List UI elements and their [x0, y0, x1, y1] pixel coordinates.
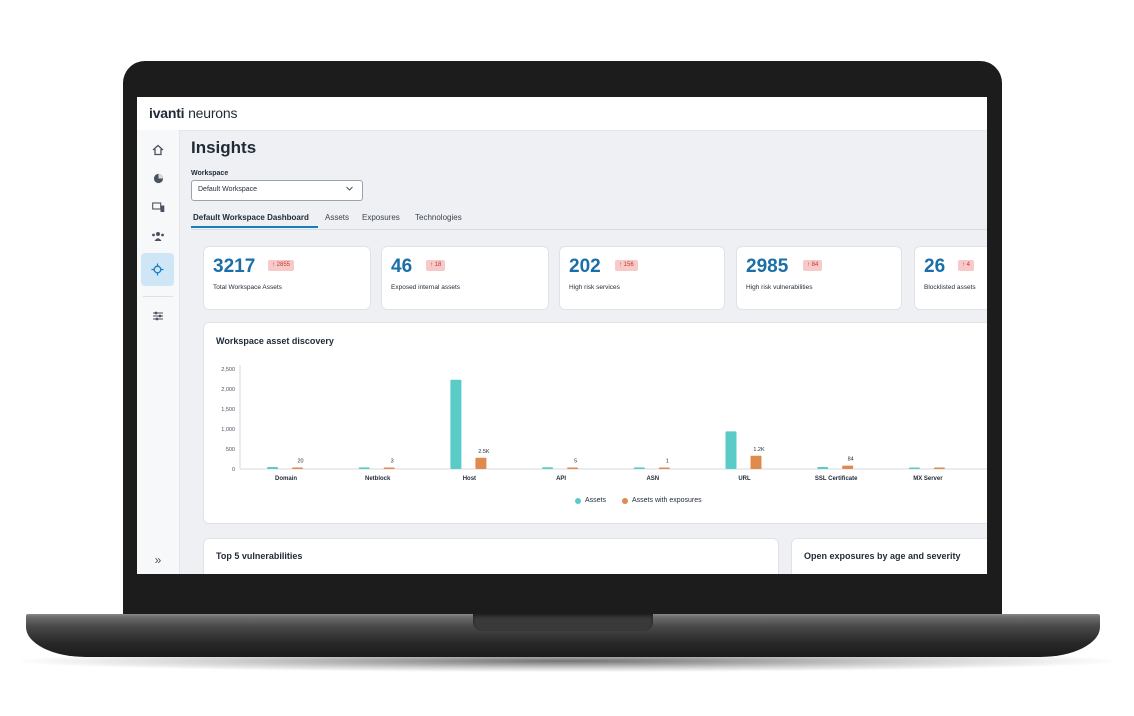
data-label: 84 [848, 457, 854, 463]
bar-assets-with-exposures [292, 467, 303, 469]
asset-discovery-chart: 0 500 1,000 1,500 2,000 2,500 Domain 20 Netblock… [221, 365, 987, 482]
kpi-value: 202 [569, 256, 601, 277]
kpi-card-high-risk-services[interactable]: 202 ↑ 156 High risk services [559, 246, 725, 310]
data-label: 1 [666, 459, 669, 465]
legend-swatch-assets [575, 497, 581, 504]
kpi-value: 26 [924, 256, 946, 277]
bar-assets-with-exposures [750, 455, 762, 469]
data-label: 5 [574, 459, 577, 465]
legend-swatch-exposures [622, 497, 628, 504]
kpi-card-total-assets[interactable]: 3217 ↑ 2855 Total Workspace Assets [203, 246, 371, 310]
x-tick-label: MX Server [913, 476, 943, 482]
bar-assets [817, 467, 829, 469]
kpi-card-blocklisted[interactable]: 26 ↑ 4 Blocklisted assets [914, 246, 987, 310]
devices-icon[interactable] [148, 197, 168, 217]
legend-item-assets-with-exposures[interactable]: Assets with exposures [622, 497, 702, 504]
home-icon[interactable] [148, 140, 168, 160]
bar-assets-with-exposures [842, 465, 854, 469]
kpi-label: High risk services [569, 284, 620, 291]
workspace-select[interactable]: Default Workspace [191, 180, 363, 201]
y-tick-label: 2,500 [221, 367, 235, 373]
bar-assets-with-exposures [383, 467, 395, 469]
tab-exposures[interactable]: Exposures [362, 213, 400, 222]
bar-assets-with-exposures [658, 467, 670, 469]
workspace-select-value: Default Workspace [198, 186, 258, 193]
workspace-label: Workspace [191, 170, 229, 177]
legend-label: Assets [585, 497, 607, 504]
active-tab-indicator [191, 226, 318, 228]
kpi-card-exposed-internal[interactable]: 46 ↑ 18 Exposed internal assets [381, 246, 549, 310]
data-label: 20 [297, 459, 303, 465]
data-label: 3 [391, 459, 394, 465]
kpi-value: 46 [391, 256, 413, 277]
section-title: Top 5 vulnerabilities [216, 551, 303, 561]
section-title: Open exposures by age and severity [804, 551, 961, 561]
dashboard-tabs: Default Workspace Dashboard Assets Expos… [191, 211, 987, 230]
expand-sidebar-icon[interactable]: » [154, 553, 162, 567]
legend-label: Assets with exposures [632, 497, 702, 504]
y-tick-label: 2,000 [221, 387, 235, 393]
kpi-label: Blocklisted assets [924, 284, 976, 291]
kpi-label: Total Workspace Assets [213, 284, 282, 291]
x-tick-label: Netblock [365, 476, 391, 482]
bar-assets [450, 379, 462, 469]
app-screen: ivanti neurons » Insights Workspace Defa… [137, 97, 987, 574]
bar-assets [633, 467, 645, 469]
x-tick-label: ASN [646, 476, 659, 482]
kpi-value: 2985 [746, 256, 789, 277]
kpi-delta-badge: ↑ 156 [615, 260, 638, 271]
bar-assets [358, 467, 370, 469]
y-tick-label: 0 [232, 467, 235, 473]
x-tick-label: URL [738, 476, 751, 482]
bar-assets-with-exposures [475, 457, 487, 469]
tab-assets[interactable]: Assets [325, 213, 350, 222]
y-tick-label: 1,000 [221, 427, 235, 433]
open-exposures-card: Open exposures by age and severity [791, 538, 987, 574]
bar-assets-with-exposures [567, 467, 579, 469]
top-bar: ivanti neurons [137, 97, 987, 131]
asset-discovery-card: Workspace asset discovery 0 500 1,000 1,500… [203, 322, 987, 524]
sidebar: » [137, 130, 180, 574]
y-tick-label: 1,500 [221, 407, 235, 413]
target-icon[interactable] [141, 253, 174, 286]
kpi-delta-badge: ↑ 2855 [268, 260, 295, 271]
kpi-value: 3217 [213, 256, 256, 277]
bar-assets [542, 467, 554, 469]
y-tick-label: 500 [226, 447, 235, 453]
kpi-delta-badge: ↑ 84 [803, 260, 823, 271]
tab-default-workspace-dashboard[interactable]: Default Workspace Dashboard [193, 213, 309, 222]
bar-assets [908, 467, 920, 469]
bar-assets [725, 431, 737, 469]
legend-item-assets[interactable]: Assets [575, 497, 606, 504]
kpi-card-high-risk-vulnerabilities[interactable]: 2985 ↑ 84 High risk vulnerabilities [736, 246, 902, 310]
ivanti-neurons-logo[interactable]: ivanti neurons [149, 105, 238, 121]
kpi-delta-badge: ↑ 4 [958, 260, 975, 271]
data-label: 1.2K [753, 447, 765, 453]
page-title: Insights [191, 138, 257, 157]
top-vulnerabilities-card: Top 5 vulnerabilities [203, 538, 779, 574]
chevron-down-icon [345, 184, 354, 195]
sidebar-divider [143, 296, 173, 297]
bar-assets-with-exposures [933, 467, 945, 469]
data-label: 2.5K [478, 449, 490, 455]
kpi-label: High risk vulnerabilities [746, 284, 813, 291]
pie-chart-icon[interactable] [148, 168, 168, 188]
kpi-delta-badge: ↑ 18 [426, 260, 446, 271]
bar-assets [267, 467, 278, 469]
kpi-label: Exposed internal assets [391, 284, 461, 291]
x-tick-label: API [556, 476, 566, 482]
laptop-notch [473, 614, 653, 631]
x-tick-label: Host [463, 476, 476, 482]
main-content: Insights Workspace Default Workspace Def… [179, 130, 987, 574]
x-tick-label: SSL Certificate [815, 476, 858, 482]
tab-technologies[interactable]: Technologies [415, 213, 462, 222]
settings-sliders-icon[interactable] [148, 306, 168, 326]
x-tick-label: Domain [275, 476, 297, 482]
users-icon[interactable] [148, 226, 168, 246]
chart-title: Workspace asset discovery [216, 336, 334, 346]
